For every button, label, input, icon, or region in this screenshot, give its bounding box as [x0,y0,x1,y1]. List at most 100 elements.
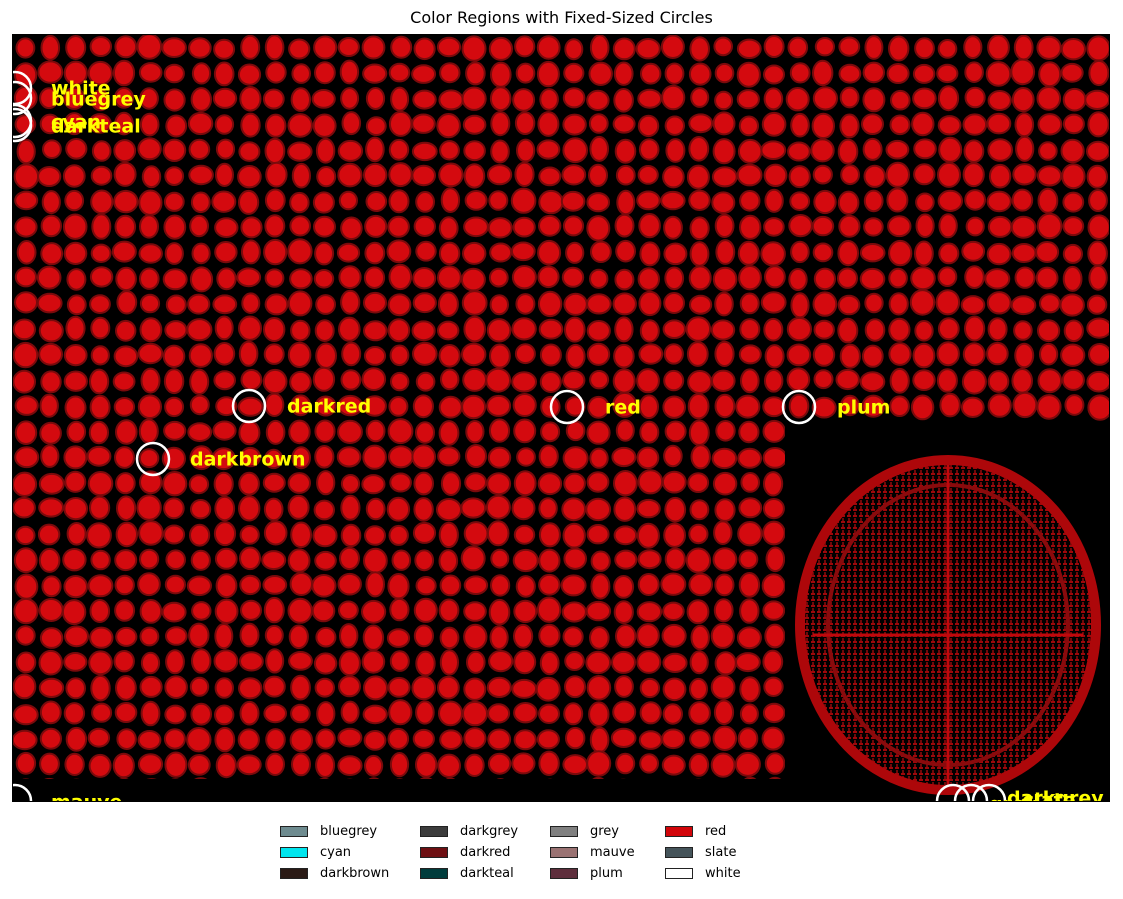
red-blob [761,573,786,599]
red-blob [140,367,161,394]
red-blob [290,319,311,342]
red-blob [689,294,713,315]
red-blob [914,240,934,267]
red-blob [139,317,163,343]
red-blob [65,35,87,60]
red-blob [590,550,611,572]
marker-label-darkgrey: darkgrey [1007,788,1104,803]
red-blob [1088,189,1108,212]
red-blob [486,472,512,496]
legend-item-red: red [665,822,726,840]
red-blob [1064,394,1085,416]
red-blob [740,368,760,394]
red-blob [839,86,860,109]
red-blob [760,140,787,160]
red-blob [937,39,958,59]
red-blob [738,115,760,137]
red-blob [863,217,884,237]
red-blob [714,393,736,419]
red-blob [964,86,986,109]
legend-label: darkbrown [320,865,390,881]
red-blob [936,63,959,84]
red-blob [213,61,235,87]
red-blob [613,61,634,86]
red-blob [114,574,135,596]
red-blob [563,702,584,726]
red-blob [639,241,661,267]
red-blob [615,752,636,775]
red-blob [835,368,860,391]
red-blob [62,86,86,110]
red-blob [362,63,388,84]
red-blob [460,267,486,292]
red-blob [62,213,88,240]
red-blob [88,420,110,445]
red-blob [188,37,212,59]
red-blob [789,191,811,211]
red-blob [90,243,112,264]
red-blob [188,343,213,368]
red-blob [141,165,162,189]
red-blob [463,677,487,701]
red-blob [387,573,410,600]
red-blob [264,188,286,213]
scan-inset [785,423,1109,801]
red-blob [510,241,536,262]
red-blob [762,520,786,546]
red-blob [735,652,761,673]
red-blob [65,677,87,700]
red-blob [859,371,886,393]
red-blob [712,725,738,751]
red-blob [87,60,113,86]
red-blob [636,522,660,549]
red-blob [214,315,234,341]
red-blob [636,446,660,470]
red-blob [663,292,685,314]
red-blob [887,215,912,238]
red-blob [288,651,313,671]
red-blob [1062,243,1084,264]
red-blob [662,319,686,340]
red-blob [612,37,636,61]
red-blob [513,729,537,751]
red-blob [412,267,437,290]
red-blob [13,318,36,341]
red-blob [1012,391,1038,419]
red-blob [388,110,413,137]
red-blob [738,549,759,570]
red-blob [1010,215,1037,239]
red-blob [689,499,710,521]
red-blob [561,266,585,288]
red-blob [188,622,210,648]
red-blob [313,269,335,289]
red-blob [490,548,510,569]
red-blob [364,754,384,777]
legend-item-cyan: cyan [280,843,351,861]
red-blob [514,161,535,188]
red-blob [688,265,712,291]
red-blob [1039,293,1061,314]
red-blob [864,292,884,314]
red-blob [859,267,886,291]
legend-item-slate: slate [665,843,736,861]
red-blob [91,702,113,723]
red-blob [238,420,261,446]
red-blob [762,649,784,674]
red-blob [415,191,436,213]
red-blob [64,625,89,648]
red-blob [338,650,361,677]
red-blob [387,293,412,317]
red-blob [63,652,88,672]
red-blob [338,316,361,342]
red-blob [315,137,336,164]
red-blob [336,446,362,468]
legend-label: white [705,865,741,881]
red-blob [64,470,87,493]
red-blob [839,343,861,369]
red-blob [985,61,1012,87]
red-blob [615,419,635,442]
red-blob [313,35,338,60]
red-blob [510,187,537,214]
red-blob [190,87,213,112]
marker-label-darkteal: darkteal [51,116,141,138]
